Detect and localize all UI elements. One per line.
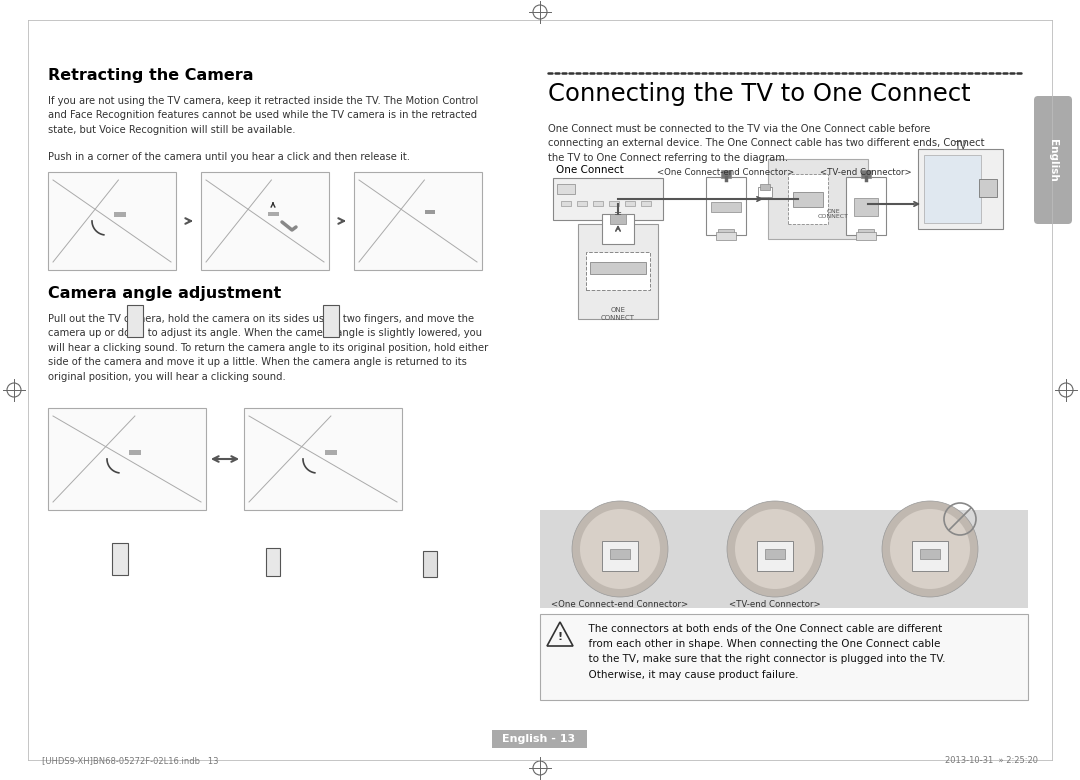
Polygon shape bbox=[423, 551, 437, 577]
Bar bbox=[557, 184, 575, 194]
Text: <TV-end Connector>: <TV-end Connector> bbox=[729, 600, 821, 609]
Text: ONE
CONNECT: ONE CONNECT bbox=[600, 307, 635, 321]
Bar bbox=[918, 149, 1003, 229]
Circle shape bbox=[572, 501, 669, 597]
Text: The connectors at both ends of the One Connect cable are different
  from each o: The connectors at both ends of the One C… bbox=[582, 624, 945, 679]
Circle shape bbox=[890, 509, 970, 589]
Text: 2013-10-31  » 2:25:20: 2013-10-31 » 2:25:20 bbox=[945, 756, 1038, 765]
Bar bbox=[721, 170, 731, 178]
Bar bbox=[711, 202, 741, 212]
FancyBboxPatch shape bbox=[48, 408, 206, 510]
Bar bbox=[856, 232, 876, 240]
Bar bbox=[577, 201, 588, 206]
Bar bbox=[492, 730, 588, 748]
Bar bbox=[325, 450, 337, 455]
Bar bbox=[578, 224, 658, 319]
Bar bbox=[553, 178, 663, 220]
Text: Push in a corner of the camera until you hear a click and then release it.: Push in a corner of the camera until you… bbox=[48, 152, 410, 162]
Text: <One Connect-end Connector>: <One Connect-end Connector> bbox=[658, 168, 795, 177]
FancyBboxPatch shape bbox=[48, 172, 176, 270]
Text: <TV-end Connector>: <TV-end Connector> bbox=[820, 168, 912, 177]
Text: !: ! bbox=[557, 632, 563, 642]
Bar bbox=[768, 159, 868, 239]
Text: Pull out the TV camera, hold the camera on its sides using two fingers, and move: Pull out the TV camera, hold the camera … bbox=[48, 314, 488, 381]
Circle shape bbox=[735, 509, 815, 589]
Polygon shape bbox=[127, 305, 143, 337]
Bar bbox=[718, 229, 734, 235]
Bar bbox=[788, 174, 828, 224]
Text: One Connect: One Connect bbox=[556, 165, 624, 175]
Bar bbox=[129, 450, 141, 455]
Bar bbox=[590, 262, 646, 274]
Text: English: English bbox=[1048, 139, 1058, 182]
Bar bbox=[540, 510, 1028, 608]
Bar bbox=[426, 210, 435, 214]
FancyBboxPatch shape bbox=[201, 172, 329, 270]
Polygon shape bbox=[323, 305, 339, 337]
Bar bbox=[610, 214, 626, 224]
Bar bbox=[716, 232, 735, 240]
Text: English - 13: English - 13 bbox=[502, 734, 576, 744]
Bar bbox=[758, 187, 772, 197]
Bar bbox=[114, 212, 126, 217]
Text: <One Connect-end Connector>: <One Connect-end Connector> bbox=[552, 600, 689, 609]
Text: Retracting the Camera: Retracting the Camera bbox=[48, 68, 254, 83]
Circle shape bbox=[580, 509, 660, 589]
Bar bbox=[846, 177, 886, 235]
Bar bbox=[625, 201, 635, 206]
Text: [UHDS9-XH]BN68-05272F-02L16.indb   13: [UHDS9-XH]BN68-05272F-02L16.indb 13 bbox=[42, 756, 218, 765]
Bar bbox=[561, 201, 571, 206]
Text: ONE
CONNECT: ONE CONNECT bbox=[818, 208, 849, 219]
Bar bbox=[757, 541, 793, 571]
Bar bbox=[268, 212, 279, 216]
FancyBboxPatch shape bbox=[1034, 96, 1072, 224]
Polygon shape bbox=[266, 548, 280, 576]
Text: If you are not using the TV camera, keep it retracted inside the TV. The Motion : If you are not using the TV camera, keep… bbox=[48, 96, 478, 135]
Polygon shape bbox=[112, 543, 129, 575]
Text: Connecting the TV to One Connect: Connecting the TV to One Connect bbox=[548, 82, 971, 106]
Text: One Connect must be connected to the TV via the One Connect cable before
connect: One Connect must be connected to the TV … bbox=[548, 124, 985, 163]
Bar bbox=[609, 201, 619, 206]
Bar bbox=[978, 179, 997, 197]
Text: TV: TV bbox=[954, 141, 967, 151]
Bar bbox=[765, 549, 785, 559]
Bar bbox=[540, 614, 1028, 700]
Text: Camera angle adjustment: Camera angle adjustment bbox=[48, 286, 281, 301]
Bar bbox=[920, 549, 940, 559]
Bar bbox=[706, 177, 746, 235]
Bar bbox=[610, 549, 630, 559]
Bar bbox=[854, 198, 878, 216]
Circle shape bbox=[727, 501, 823, 597]
Circle shape bbox=[882, 501, 978, 597]
Bar bbox=[586, 252, 650, 290]
Bar bbox=[858, 229, 874, 235]
Bar bbox=[593, 201, 603, 206]
Bar bbox=[602, 214, 634, 244]
FancyBboxPatch shape bbox=[354, 172, 482, 270]
Bar bbox=[642, 201, 651, 206]
Bar bbox=[793, 192, 823, 207]
Bar bbox=[912, 541, 948, 571]
Bar bbox=[602, 541, 638, 571]
Bar bbox=[760, 184, 770, 190]
Bar bbox=[924, 155, 981, 223]
FancyBboxPatch shape bbox=[244, 408, 402, 510]
Bar bbox=[861, 170, 870, 178]
Text: =: = bbox=[613, 209, 622, 219]
